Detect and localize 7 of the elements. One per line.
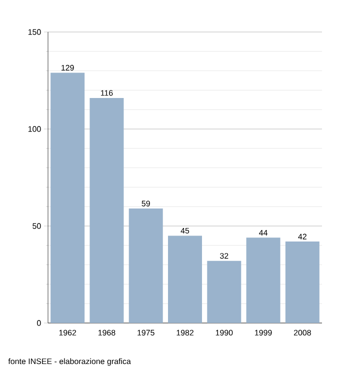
bar <box>285 242 320 323</box>
bar <box>50 72 85 323</box>
bar <box>207 260 242 323</box>
bar <box>246 238 280 323</box>
bar <box>168 236 202 323</box>
bar <box>128 208 163 323</box>
bar <box>90 98 124 323</box>
